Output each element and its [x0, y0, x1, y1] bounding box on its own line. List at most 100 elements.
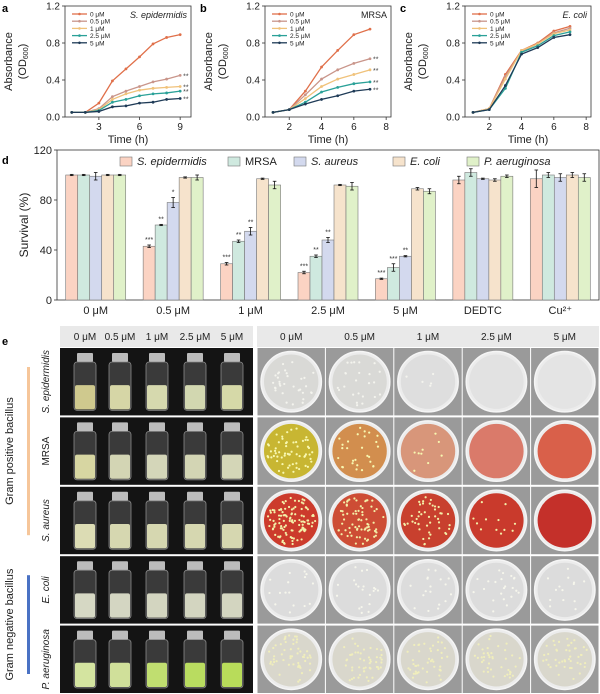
colony: [380, 653, 383, 657]
colony: [269, 509, 272, 512]
colony: [292, 537, 295, 540]
legend-label: 2.5 μM: [90, 33, 110, 40]
colony: [473, 654, 476, 657]
colony: [346, 440, 350, 443]
colony: [273, 655, 276, 658]
data-point: [336, 49, 340, 52]
colony: [273, 449, 277, 452]
colony: [494, 580, 497, 584]
colony: [489, 634, 492, 638]
colony: [281, 392, 284, 395]
bar: [565, 174, 579, 301]
colony: [274, 387, 277, 390]
colony: [272, 454, 275, 458]
colony: [298, 523, 301, 527]
legend-swatch: [293, 156, 307, 167]
colony: [420, 452, 423, 455]
significance-label: **: [403, 248, 409, 255]
colony: [348, 498, 351, 501]
colony: [439, 578, 442, 581]
data-point: [352, 61, 356, 65]
bar: [375, 278, 388, 301]
colony: [308, 602, 311, 605]
vial-concentration-label: 5 μM: [221, 332, 243, 343]
bar: [309, 255, 323, 301]
colony: [289, 655, 292, 658]
colony: [300, 377, 303, 380]
colony: [472, 591, 475, 594]
row-label-e-coli: E. coli: [41, 576, 52, 604]
colony: [300, 514, 303, 517]
colony: [542, 659, 545, 662]
colony: [277, 514, 281, 517]
vial-liquid: [185, 385, 205, 410]
vial-header-strip: [60, 326, 253, 347]
chart-title: S. epidermidis: [130, 10, 188, 20]
significance-label: **: [373, 80, 379, 87]
colony: [413, 607, 416, 610]
chart-title: MRSA: [361, 10, 387, 20]
data-point: [111, 79, 114, 83]
colony: [295, 441, 298, 444]
colony: [355, 512, 358, 515]
colony: [346, 512, 349, 515]
colony: [570, 666, 573, 670]
colony: [557, 673, 560, 676]
colony: [558, 585, 561, 588]
legend-label: 0.5 μM: [290, 19, 310, 26]
colony: [487, 580, 490, 583]
colony: [492, 599, 495, 602]
colony: [417, 523, 420, 526]
data-point: [178, 89, 182, 93]
colony: [285, 515, 288, 518]
data-point: [303, 102, 307, 106]
colony: [343, 646, 346, 649]
data-point: [368, 27, 372, 31]
colony: [545, 644, 548, 647]
colony: [438, 527, 441, 530]
y-axis-label: Absorbance: [3, 32, 15, 91]
colony: [296, 445, 299, 448]
gram-negative-bar: [27, 575, 30, 674]
colony: [296, 638, 299, 641]
legend-marker: [278, 41, 281, 45]
x-tick-label: 6: [551, 122, 557, 133]
vial-liquid: [147, 662, 167, 687]
bar: [297, 272, 311, 301]
colony: [282, 519, 285, 523]
colony: [374, 534, 377, 537]
colony: [302, 515, 305, 518]
row-label-s-epidermidis: S. epidermidis: [41, 350, 52, 413]
significance-label: ***: [222, 255, 230, 262]
colony: [422, 537, 425, 541]
colony: [350, 653, 353, 656]
vial-cap: [112, 422, 128, 432]
colony: [345, 503, 348, 506]
colony: [290, 450, 293, 453]
colony: [289, 536, 292, 539]
colony: [373, 395, 376, 399]
colony: [439, 665, 442, 668]
y-axis-label-unit: (OD600): [17, 44, 30, 80]
vial-cap: [187, 630, 203, 640]
colony: [298, 678, 301, 682]
colony: [292, 642, 295, 646]
colony: [421, 502, 425, 505]
colony: [434, 432, 437, 435]
colony: [578, 672, 581, 675]
colony: [508, 676, 511, 679]
colony: [299, 529, 302, 532]
colony: [414, 521, 417, 525]
legend-swatch: [119, 156, 133, 167]
colony: [292, 470, 295, 473]
colony: [283, 452, 287, 455]
colony: [308, 669, 312, 672]
colony: [418, 528, 421, 531]
vial-liquid: [185, 662, 205, 687]
bar: [101, 174, 115, 301]
bar: [452, 179, 466, 301]
colony: [410, 514, 413, 517]
legend-label: 0.5 μM: [90, 19, 110, 26]
colony: [491, 655, 494, 659]
colony: [418, 650, 421, 653]
